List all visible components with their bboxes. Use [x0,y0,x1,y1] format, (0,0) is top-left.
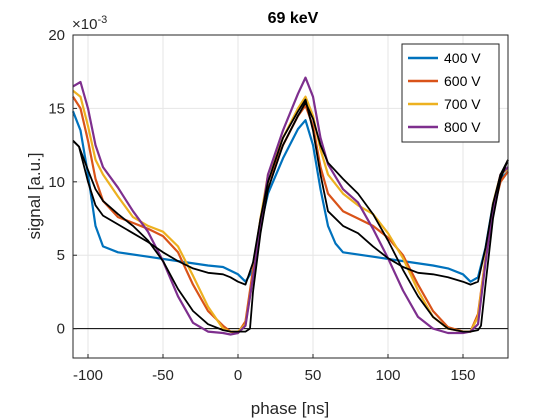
x-tick-label: 100 [375,367,400,384]
y-tick-label: 5 [57,247,65,264]
x-tick-label: -50 [152,367,174,384]
legend-label: 600 V [444,73,481,89]
x-tick-label: 0 [234,367,242,384]
series-layer [71,76,509,336]
legend-label: 700 V [444,96,481,112]
y-axis-label: signal [a.u.] [25,153,44,240]
y-tick-label: 15 [48,100,65,117]
x-tick-label: 50 [305,367,322,384]
y-exponent-label: ×10-3 [72,14,107,33]
plot-frame [72,34,509,359]
series-line-800v [72,76,509,336]
legend-label: 800 V [444,119,481,135]
model-fit-line [72,98,509,286]
y-tick-label: 20 [48,27,65,44]
y-axis: 0 5 10 15 20 [48,27,77,338]
x-tick-label: 150 [450,367,475,384]
x-axis: -100 -50 0 50 100 150 [73,354,476,384]
x-axis-label: phase [ns] [251,399,329,418]
y-tick-label: 10 [48,174,65,191]
model-fit-line [72,101,509,333]
legend: 400 V 600 V 700 V 800 V [401,43,500,143]
x-tick-label: -100 [73,367,103,384]
chart-title: 69 keV [268,10,319,27]
legend-box [401,43,500,143]
y-exponent-power: -3 [97,14,107,26]
y-exponent-base: ×10 [72,16,97,33]
y-tick-label: 0 [57,321,65,338]
series-line-400v [71,110,509,283]
legend-label: 400 V [444,50,481,66]
